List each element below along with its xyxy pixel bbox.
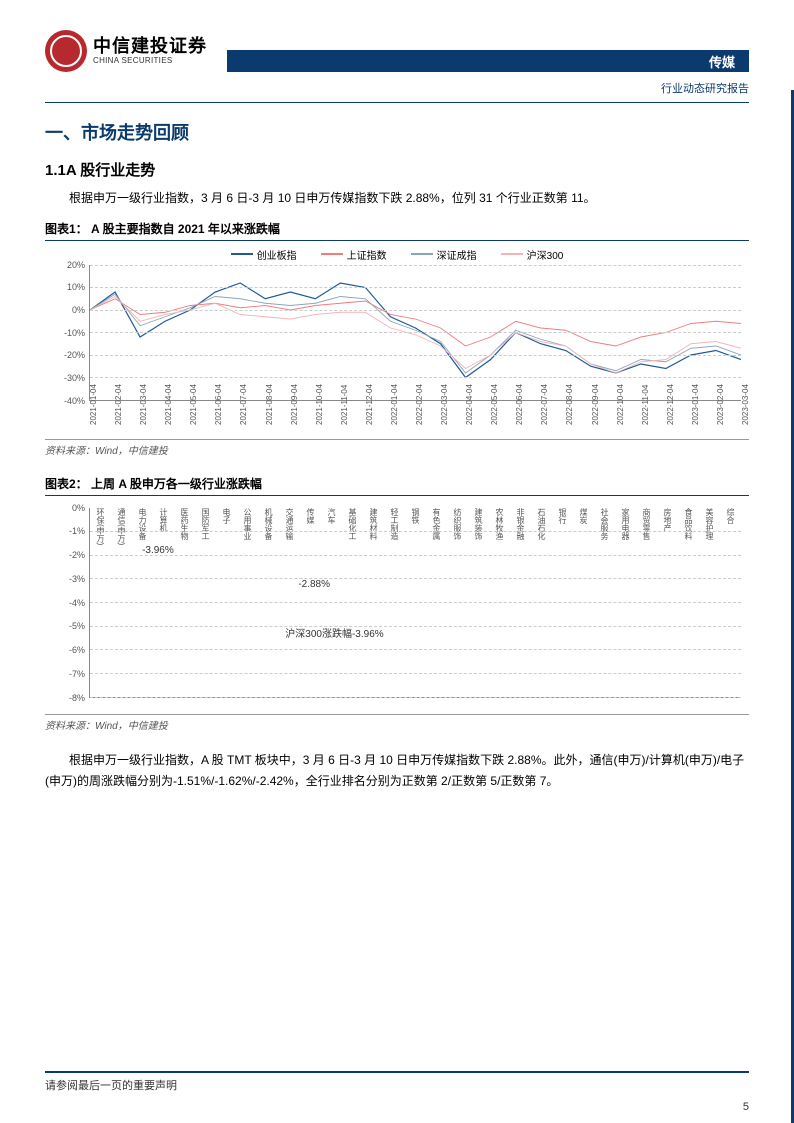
page-header: 中信建投证券 CHINA SECURITIES 传媒 (45, 30, 749, 72)
header-category-bar: 传媒 (227, 50, 749, 72)
annot-media: -2.88% (298, 579, 330, 590)
section-heading-1-1: 1.1A 股行业走势 (45, 159, 749, 180)
annot-hs300: 沪深300涨跌幅-3.96% (285, 625, 383, 640)
figure-2-title: 图表2： 上周 A 股申万各一级行业涨跌幅 (45, 475, 749, 496)
figure-1-source: 资料来源：Wind，中信建投 (45, 439, 749, 457)
footer-disclaimer: 请参阅最后一页的重要声明 (45, 1077, 177, 1093)
paragraph-1: 根据申万一级行业指数，3 月 6 日-3 月 10 日申万传媒指数下跌 2.88… (45, 188, 749, 210)
figure-1-title: 图表1： A 股主要指数自 2021 年以来涨跌幅 (45, 220, 749, 241)
figure-1-legend: 创业板指上证指数深证成指沪深300 (45, 247, 749, 262)
logo-icon (45, 30, 87, 72)
figure-2-source: 资料来源：Wind，中信建投 (45, 714, 749, 732)
figure-2-chart: 0%-1%-2%-3%-4%-5%-6%-7%-8% 环保(申万)通信(申万)电… (45, 502, 749, 712)
logo-cn: 中信建投证券 (93, 37, 207, 57)
paragraph-2: 根据申万一级行业指数，A 股 TMT 板块中，3 月 6 日-3 月 10 日申… (45, 750, 749, 793)
page-footer: 请参阅最后一页的重要声明 (45, 1071, 749, 1093)
section-heading-1: 一、市场走势回顾 (45, 119, 749, 145)
brand-logo: 中信建投证券 CHINA SECURITIES (45, 30, 207, 72)
page-number: 5 (743, 1101, 749, 1113)
figure-1-chart: 创业板指上证指数深证成指沪深300 20%10%0%-10%-20%-30%-4… (45, 247, 749, 437)
logo-en: CHINA SECURITIES (93, 57, 207, 66)
report-type: 行业动态研究报告 (45, 80, 749, 96)
header-rule (45, 102, 749, 103)
